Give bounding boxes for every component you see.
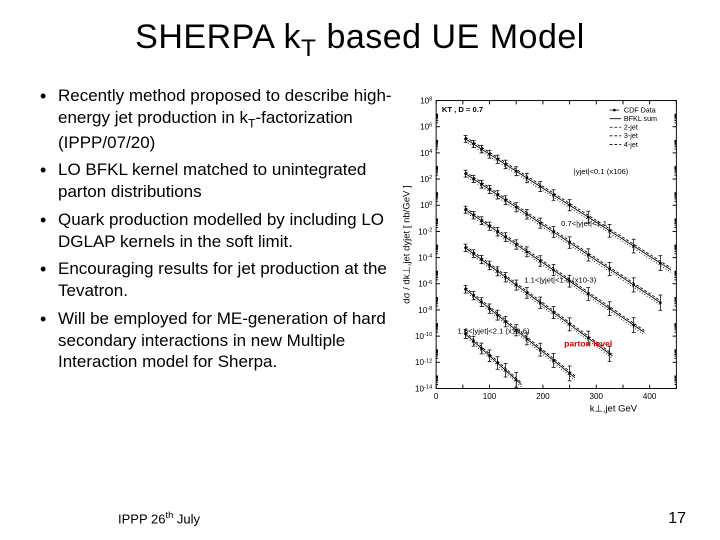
svg-text:1.6<|yjet|<2.1 (x10-6): 1.6<|yjet|<2.1 (x10-6) <box>457 326 530 335</box>
page-number: 17 <box>668 510 686 528</box>
svg-text:10-6: 10-6 <box>418 279 432 288</box>
svg-text:BFKL sum: BFKL sum <box>624 115 657 123</box>
svg-text:3-jet: 3-jet <box>624 132 638 140</box>
bullet-item: LO BFKL kernel matched to unintegrated p… <box>36 159 394 203</box>
svg-text:300: 300 <box>590 392 604 401</box>
svg-text:1.1<|yjet|<1.6 (x10-3): 1.1<|yjet|<1.6 (x10-3) <box>524 275 597 284</box>
svg-text:parton level: parton level <box>564 338 612 348</box>
svg-text:0.7<|yjet|<1.1: 0.7<|yjet|<1.1 <box>561 219 607 228</box>
svg-text:dσ / dk⊥,jet dyjet [ nb/GeV ]: dσ / dk⊥,jet dyjet [ nb/GeV ] <box>401 185 412 303</box>
svg-text:10-4: 10-4 <box>418 253 433 262</box>
svg-text:106: 106 <box>420 122 432 131</box>
svg-text:10-10: 10-10 <box>415 332 432 341</box>
svg-text:2-jet: 2-jet <box>624 123 638 131</box>
svg-text:10-8: 10-8 <box>418 306 432 315</box>
chart-container: 0 100 200 300 400 k⊥,jet GeV 10-14 10-12 10-10 10… <box>398 85 684 425</box>
footer-date: IPPP 26th July <box>118 510 200 526</box>
svg-text:|yjet|<0.1 (x106): |yjet|<0.1 (x106) <box>574 167 629 176</box>
bullet-item: Encouraging results for jet production a… <box>36 258 394 302</box>
bullet-list: Recently method proposed to describe hig… <box>36 85 394 425</box>
svg-text:CDF Data: CDF Data <box>624 106 656 114</box>
svg-text:108: 108 <box>420 96 432 105</box>
svg-text:200: 200 <box>536 392 550 401</box>
svg-text:0: 0 <box>434 392 439 401</box>
svg-text:10-2: 10-2 <box>418 227 432 236</box>
content-row: Recently method proposed to describe hig… <box>36 85 684 425</box>
svg-text:100: 100 <box>483 392 497 401</box>
page-number-text: 17 <box>668 510 686 527</box>
svg-text:10-12: 10-12 <box>415 358 432 367</box>
svg-text:102: 102 <box>420 175 432 184</box>
svg-text:10-14: 10-14 <box>415 384 433 393</box>
bullet-item: Quark production modelled by including L… <box>36 209 394 253</box>
slide-title: SHERPA kT based UE Model <box>36 18 684 63</box>
jet-cross-section-chart: 0 100 200 300 400 k⊥,jet GeV 10-14 10-12 10-10 10… <box>398 85 684 425</box>
title-text: SHERPA kT based UE Model <box>135 18 585 56</box>
svg-text:KT , D = 0.7: KT , D = 0.7 <box>442 105 483 114</box>
bullet-item: Will be employed for ME-generation of ha… <box>36 308 394 373</box>
svg-text:100: 100 <box>420 201 432 210</box>
svg-text:k⊥,jet GeV: k⊥,jet GeV <box>590 403 638 414</box>
bullet-item: Recently method proposed to describe hig… <box>36 85 394 154</box>
svg-text:104: 104 <box>420 149 433 158</box>
svg-text:4-jet: 4-jet <box>624 141 638 149</box>
svg-text:400: 400 <box>643 392 657 401</box>
